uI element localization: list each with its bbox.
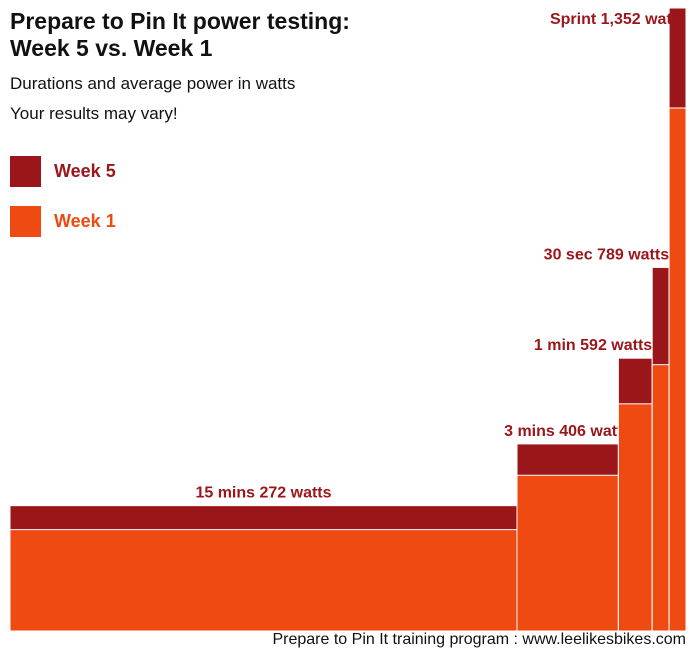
chart-subtitle: Durations and average power in watts (10, 74, 296, 93)
bar-week1-2 (617, 403, 653, 632)
bar-week1-1 (516, 474, 619, 632)
bar-label-0: 15 mins 272 watts (195, 485, 331, 502)
bar-label-3: 30 sec 789 watts (544, 246, 670, 263)
legend-item-week1: Week 1 (10, 205, 116, 237)
chart-disclaimer: Your results may vary! (10, 104, 178, 123)
legend-label-week5: Week 5 (54, 160, 116, 181)
legend-swatch-week1 (10, 205, 41, 237)
title-line-2: Week 5 vs. Week 1 (10, 35, 213, 61)
bar-week1-4 (668, 107, 687, 632)
bar-label-1: 3 mins 406 watts (504, 423, 631, 440)
legend-item-week5: Week 5 (10, 155, 116, 187)
legend-label-week1: Week 1 (54, 210, 116, 231)
bar-week1-3 (651, 364, 670, 632)
legend-swatch-week5 (10, 155, 41, 187)
chart-title: Prepare to Pin It power testing: Week 5 … (10, 8, 350, 62)
bar-week1-0 (9, 529, 518, 632)
footer-credit: Prepare to Pin It training program : www… (272, 631, 686, 648)
bar-label-4: Sprint 1,352 watts (550, 11, 686, 28)
title-line-1: Prepare to Pin It power testing: (10, 8, 350, 34)
bar-label-2: 1 min 592 watts (534, 337, 652, 354)
